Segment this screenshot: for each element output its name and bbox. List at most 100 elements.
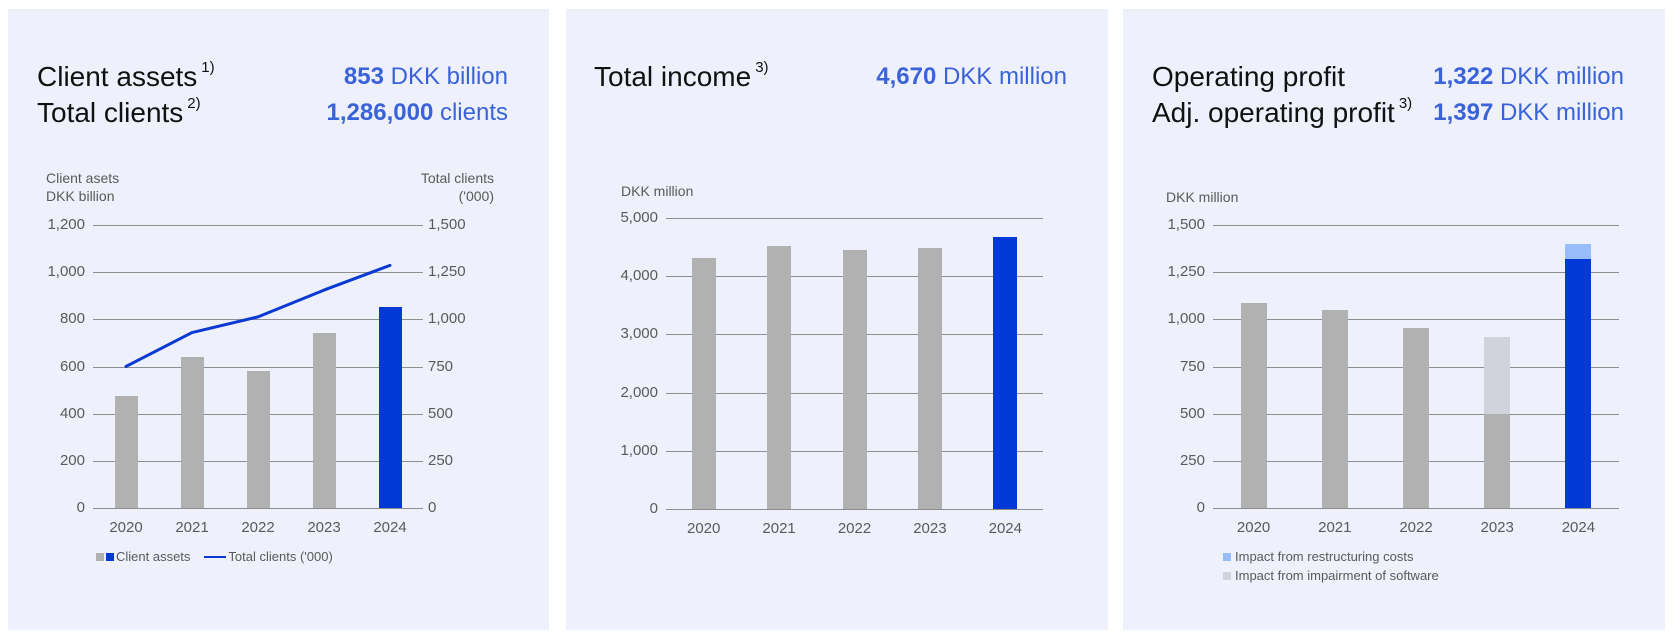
y-tick-label: 750 [1179, 357, 1205, 375]
kpi-label: Client assets 1) [37, 59, 215, 92]
gridline [1213, 272, 1619, 274]
x-tick-label: 2023 [913, 520, 947, 537]
bar-2024 [1565, 258, 1592, 508]
bar-2022 [246, 370, 270, 508]
y-right-tick-label: 1,000 [428, 310, 466, 328]
y-tick-label: 1,000 [1167, 310, 1205, 328]
kpi-total-clients: Total clients 2) 1,286,000 clients [8, 95, 549, 129]
kpi-value: 1,397 DKK million [1433, 99, 1624, 126]
y-tick-label: 800 [59, 310, 85, 328]
kpi-value: 853 DKK billion [343, 63, 508, 90]
operating-profit-panel: Operating profit 1,322 DKK million Adj. … [1123, 9, 1665, 630]
y-tick-label: 1,250 [1167, 263, 1205, 281]
kpi-value: 1,322 DKK million [1433, 63, 1624, 90]
gridline [1213, 508, 1619, 509]
x-tick-label: 2020 [109, 519, 143, 536]
gridline [93, 366, 423, 368]
gridline [1213, 319, 1619, 321]
y-tick-label: 200 [59, 451, 85, 469]
legend-total-clients: Total clients ('000) [228, 549, 333, 564]
y-tick-label: 250 [1179, 451, 1205, 469]
y-tick-label: 1,000 [620, 441, 658, 459]
gridline [666, 509, 1043, 510]
x-tick-label: 2020 [1236, 519, 1271, 536]
bar-2023 [1484, 413, 1511, 508]
x-tick-label: 2023 [307, 519, 341, 536]
y-tick-label: 1,200 [47, 216, 85, 233]
kpi-label: Total clients 2) [37, 95, 201, 128]
bar-2020 [114, 395, 138, 508]
gridline [1213, 225, 1619, 226]
bar-2022 [1403, 328, 1429, 508]
y-right-tick-label: 1,500 [428, 216, 466, 233]
bar-2021 [767, 245, 792, 509]
y-tick-label: 2,000 [620, 383, 658, 401]
y-tick-label: 600 [59, 357, 85, 375]
y-right-tick-label: 500 [428, 404, 454, 422]
y-tick-label: 1,500 [1167, 216, 1205, 233]
gridline [93, 225, 423, 226]
gridline [93, 272, 423, 274]
x-tick-label: 2021 [762, 520, 796, 537]
y-tick-label: 500 [1179, 404, 1205, 422]
kpi-client-assets: Client assets 1) 853 DKK billion [8, 59, 549, 93]
kpi-label: Adj. operating profit 3) [1152, 95, 1413, 128]
y-tick-label: 400 [59, 404, 85, 422]
kpi-operating-profit: Operating profit 1,322 DKK million [1123, 59, 1665, 93]
y-tick-label: 0 [76, 499, 85, 516]
right-axis-title: Total clients ('000) [420, 170, 494, 204]
x-tick-label: 2021 [175, 519, 209, 536]
bar-2021 [1321, 310, 1348, 508]
legend-swatch-blue [106, 552, 114, 561]
bar-2023 [1484, 337, 1511, 414]
legend-restructuring: Impact from restructuring costs [1223, 549, 1413, 564]
legend-swatch-impairment [1223, 571, 1231, 580]
bar-2023 [312, 332, 336, 508]
x-tick-label: 2023 [1480, 519, 1514, 536]
kpi-label: Total income 3) [594, 59, 769, 92]
bar-2024 [1565, 244, 1592, 259]
y-right-tick-label: 750 [428, 357, 454, 375]
y-tick-label: 0 [649, 500, 658, 517]
y-tick-label: 4,000 [620, 267, 658, 285]
x-tick-label: 2022 [837, 520, 872, 537]
x-tick-label: 2024 [373, 519, 407, 536]
total-income-panel: Total income 3) 4,670 DKK million DKK mil… [566, 9, 1108, 630]
bar-2024 [378, 306, 402, 508]
y-right-tick-label: 0 [428, 499, 437, 516]
kpi-value: 4,670 DKK million [876, 63, 1067, 90]
y-tick-label: 0 [1196, 499, 1205, 516]
x-tick-label: 2020 [687, 520, 721, 537]
x-tick-label: 2021 [1318, 519, 1352, 536]
y-tick-label: 3,000 [620, 325, 658, 343]
client-assets-panel: Client assets 1) 853 DKK billion Total cl… [8, 9, 549, 630]
legend-client-assets: Client assets [116, 549, 191, 564]
kpi-total-income: Total income 3) 4,670 DKK million [566, 59, 1108, 93]
y-tick-label: 5,000 [620, 209, 658, 226]
legend-impairment: Impact from impairment of software [1223, 568, 1439, 583]
bar-2022 [842, 250, 867, 509]
chart-legend: Client assets Total clients ('000) [96, 549, 333, 564]
y-tick-label: 1,000 [47, 263, 85, 281]
y-right-tick-label: 250 [428, 451, 454, 469]
bar-2021 [180, 357, 204, 508]
bar-2024 [993, 237, 1018, 509]
left-axis-title: Client asets DKK billion [46, 170, 120, 204]
x-tick-label: 2022 [241, 519, 275, 536]
x-tick-label: 2022 [1399, 519, 1433, 536]
x-tick-label: 2024 [1561, 519, 1596, 536]
legend-swatch-gray [96, 552, 104, 561]
gridline [93, 319, 423, 321]
bar-2020 [691, 258, 716, 509]
gridline [93, 508, 423, 509]
kpi-adj-operating-profit: Adj. operating profit 3) 1,397 DKK millio… [1123, 95, 1665, 129]
x-tick-label: 2024 [988, 520, 1022, 537]
bar-2020 [1240, 303, 1267, 508]
legend-swatch-restructuring [1223, 552, 1231, 561]
kpi-value: 1,286,000 clients [326, 99, 508, 126]
axis-title: DKK million [621, 183, 694, 199]
axis-title: DKK million [1166, 189, 1239, 205]
legend-line-icon [204, 555, 227, 558]
gridline [666, 218, 1043, 219]
y-right-tick-label: 1,250 [428, 263, 466, 281]
